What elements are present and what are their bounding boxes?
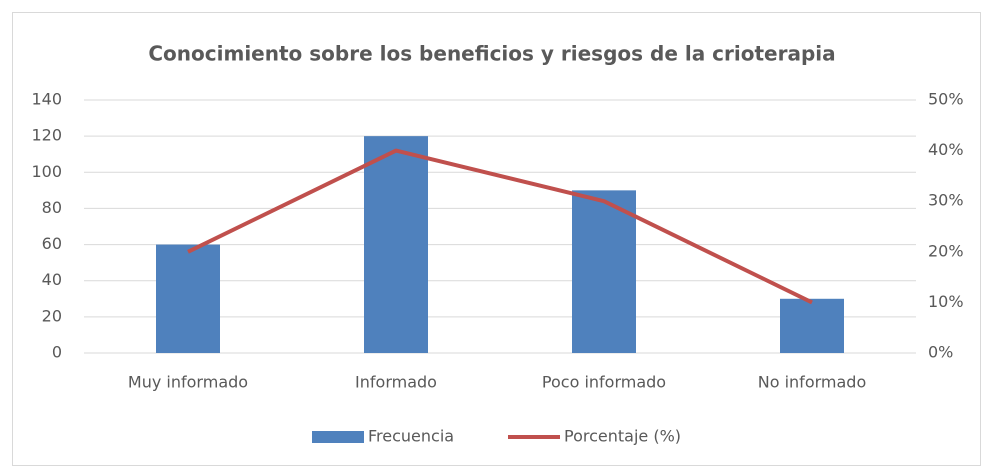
bar — [156, 244, 220, 353]
legend-label: Porcentaje (%) — [564, 427, 681, 446]
y-tick-label: 60 — [42, 234, 62, 253]
y2-tick-label: 50% — [928, 90, 964, 109]
line — [187, 148, 813, 305]
x-tick-label: No informado — [758, 373, 866, 392]
y-tick-label: 40 — [42, 270, 62, 289]
y-tick-label: 20 — [42, 306, 62, 325]
legend-label: Frecuencia — [368, 427, 454, 446]
bar — [364, 136, 428, 353]
y-tick-label: 0 — [52, 343, 62, 362]
y-tick-label: 140 — [31, 90, 62, 109]
chart-title: Conocimiento sobre los beneficios y ries… — [148, 42, 835, 66]
y2-tick-label: 30% — [928, 191, 964, 210]
y-tick-label: 80 — [42, 198, 62, 217]
y2-tick-label: 10% — [928, 292, 964, 311]
chart-frame — [12, 12, 981, 466]
bar — [572, 190, 636, 353]
y-tick-label: 120 — [31, 126, 62, 145]
legend-swatch — [312, 431, 364, 443]
y-tick-label: 100 — [31, 162, 62, 181]
x-tick-label: Informado — [355, 373, 437, 392]
x-tick-label: Muy informado — [128, 373, 248, 392]
y2-tick-label: 40% — [928, 140, 964, 159]
y2-tick-label: 20% — [928, 241, 964, 260]
x-tick-label: Poco informado — [542, 373, 666, 392]
y2-tick-label: 0% — [928, 343, 953, 362]
bar — [780, 298, 844, 353]
